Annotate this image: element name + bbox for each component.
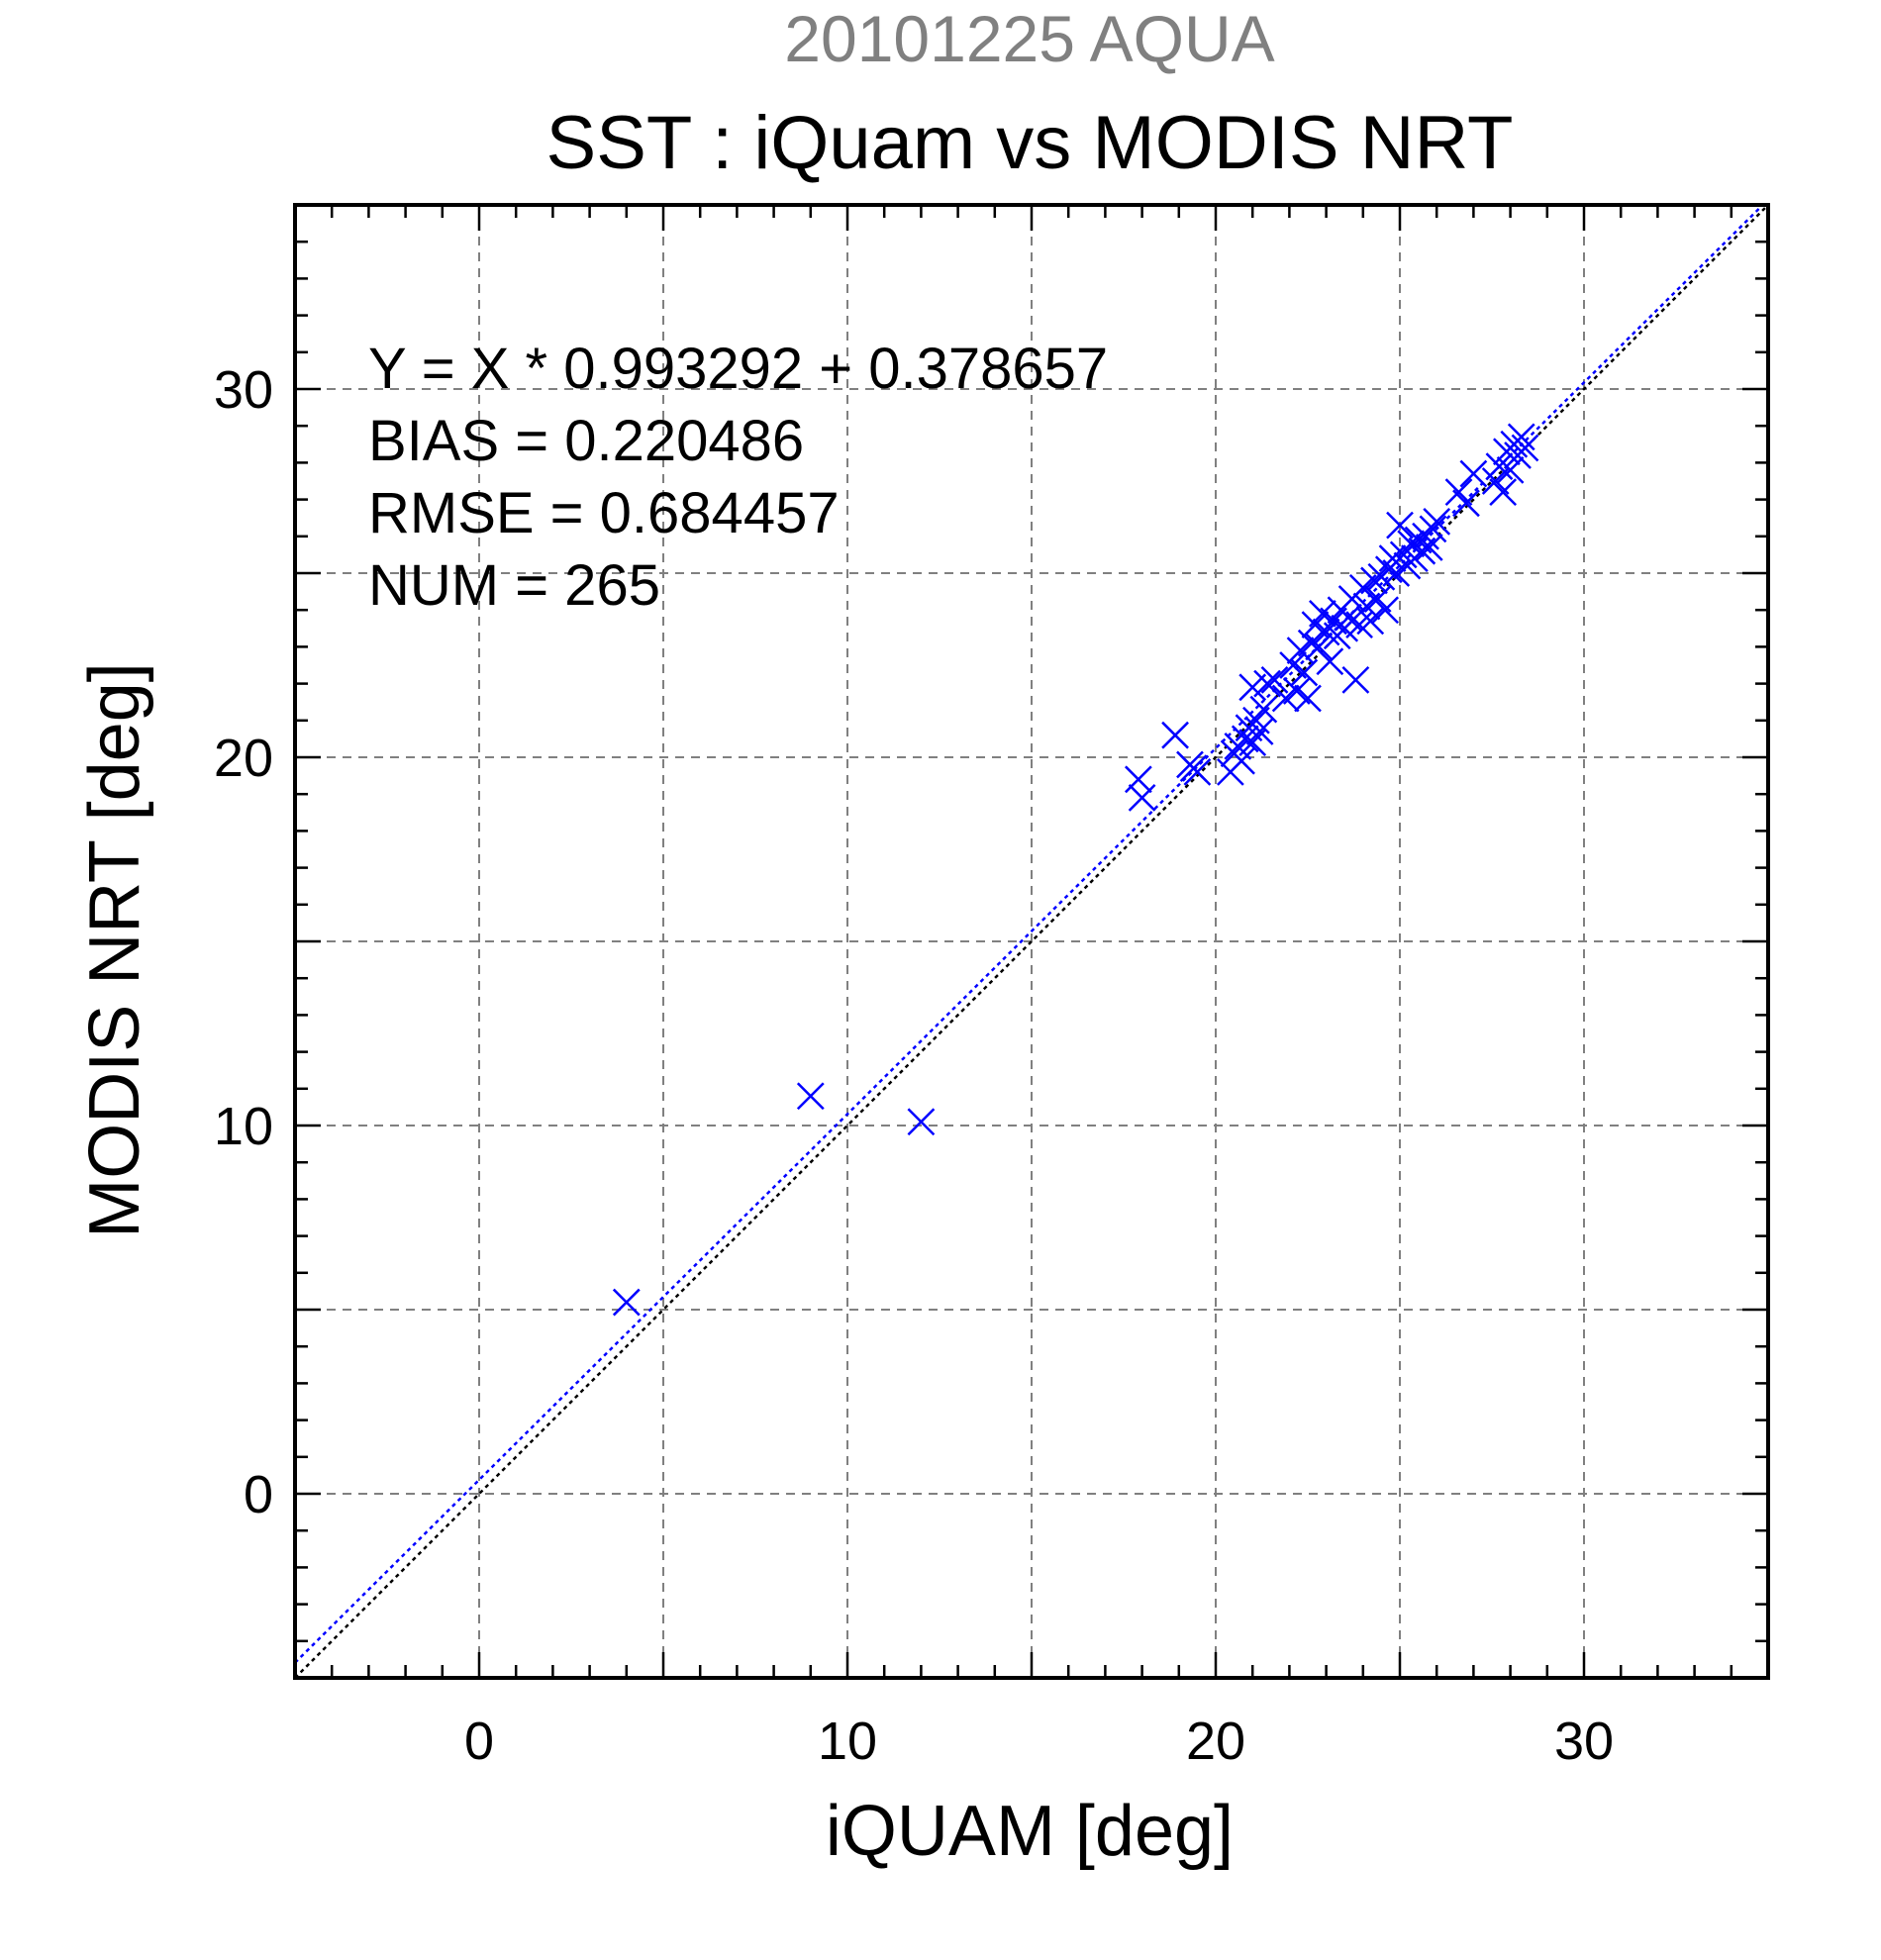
y-tick-label: 0 bbox=[244, 1465, 273, 1524]
data-point-stroke bbox=[1415, 534, 1443, 561]
data-point bbox=[1459, 459, 1488, 488]
data-point-stroke bbox=[1231, 725, 1259, 753]
data-point-stroke bbox=[1485, 452, 1514, 481]
x-tick-label: 10 bbox=[818, 1712, 877, 1771]
data-point bbox=[1294, 684, 1322, 713]
data-point bbox=[1489, 478, 1518, 507]
data-point-stroke bbox=[1161, 721, 1189, 749]
data-point-stroke bbox=[1419, 515, 1447, 543]
data-point-stroke bbox=[1260, 665, 1289, 694]
data-point-stroke bbox=[1423, 508, 1451, 536]
y-tick-label: 10 bbox=[214, 1097, 273, 1156]
data-point bbox=[1128, 784, 1156, 812]
data-point bbox=[1316, 647, 1344, 676]
data-point-stroke bbox=[1228, 746, 1255, 775]
data-point-stroke bbox=[1128, 784, 1156, 812]
data-point bbox=[1452, 489, 1480, 518]
data-point-stroke bbox=[1308, 600, 1336, 628]
data-point bbox=[1228, 746, 1255, 775]
data-point bbox=[1124, 765, 1152, 794]
data-point bbox=[1245, 718, 1274, 745]
data-point-stroke bbox=[1496, 455, 1525, 484]
data-point-stroke bbox=[1371, 596, 1400, 625]
data-point bbox=[1511, 434, 1539, 462]
data-point bbox=[1253, 669, 1281, 698]
data-point-stroke bbox=[1249, 695, 1278, 724]
data-point bbox=[1290, 658, 1319, 687]
data-point bbox=[1183, 757, 1212, 786]
data-point-stroke bbox=[1341, 665, 1370, 694]
data-point-stroke bbox=[1386, 511, 1414, 539]
data-point-stroke bbox=[1459, 459, 1488, 488]
data-point bbox=[1260, 665, 1289, 694]
data-point-stroke bbox=[1356, 607, 1385, 636]
stat-line: NUM = 265 bbox=[368, 553, 660, 618]
data-point-stroke bbox=[1183, 757, 1212, 786]
top-title: 20101225 AQUA bbox=[784, 2, 1274, 75]
data-point-stroke bbox=[1290, 658, 1319, 687]
data-point-stroke bbox=[1245, 718, 1274, 745]
tick-labels: 0 10 20 30 0 10 20 30 bbox=[214, 360, 1614, 1771]
data-point bbox=[1496, 455, 1525, 484]
data-point-stroke bbox=[1335, 603, 1362, 632]
data-point bbox=[1345, 611, 1373, 638]
stat-line: BIAS = 0.220486 bbox=[368, 409, 804, 473]
data-point-stroke bbox=[612, 1288, 641, 1317]
stat-line: Y = X * 0.993292 + 0.378657 bbox=[368, 337, 1108, 401]
data-point bbox=[612, 1288, 641, 1317]
data-point bbox=[907, 1108, 936, 1136]
stats-annotation: Y = X * 0.993292 + 0.378657 BIAS = 0.2204… bbox=[368, 337, 1108, 618]
data-point-stroke bbox=[1316, 647, 1344, 676]
data-point-stroke bbox=[1452, 489, 1480, 518]
x-tick-label: 20 bbox=[1186, 1712, 1245, 1771]
x-axis-label: iQUAM [deg] bbox=[826, 1792, 1234, 1871]
data-point bbox=[1356, 607, 1385, 636]
data-point-stroke bbox=[1294, 684, 1322, 713]
data-point-stroke bbox=[1378, 544, 1407, 573]
data-point-stroke bbox=[1363, 585, 1392, 613]
data-point-stroke bbox=[1511, 434, 1539, 462]
data-point bbox=[1161, 721, 1189, 749]
stat-line: RMSE = 0.684457 bbox=[368, 481, 840, 545]
data-point bbox=[1341, 665, 1370, 694]
data-points bbox=[612, 423, 1539, 1317]
data-point-stroke bbox=[1282, 677, 1311, 705]
data-point-stroke bbox=[796, 1082, 825, 1111]
data-point bbox=[1371, 596, 1400, 625]
fit-line bbox=[295, 205, 1765, 1664]
data-point bbox=[1360, 566, 1388, 595]
data-point-stroke bbox=[1253, 669, 1281, 698]
data-point-stroke bbox=[1507, 423, 1535, 451]
data-point bbox=[1249, 695, 1278, 724]
plot-frame bbox=[293, 203, 1770, 1680]
data-point bbox=[1485, 452, 1514, 481]
data-point-stroke bbox=[1489, 478, 1518, 507]
data-point bbox=[1419, 515, 1447, 543]
chart-title: SST : iQuam vs MODIS NRT bbox=[546, 101, 1514, 185]
y-tick-label: 20 bbox=[214, 729, 273, 788]
data-point-stroke bbox=[1345, 611, 1373, 638]
data-point-stroke bbox=[1297, 629, 1326, 657]
data-point-stroke bbox=[1444, 478, 1473, 507]
data-point bbox=[1386, 511, 1414, 539]
data-point bbox=[1231, 725, 1259, 753]
data-point-stroke bbox=[1305, 633, 1334, 661]
data-point-stroke bbox=[1124, 765, 1152, 794]
data-point bbox=[1305, 633, 1334, 661]
y-tick-label: 30 bbox=[214, 360, 273, 420]
data-point-stroke bbox=[1360, 566, 1388, 595]
grid bbox=[295, 205, 1768, 1678]
data-point-stroke bbox=[1279, 651, 1308, 679]
data-point bbox=[796, 1082, 825, 1111]
x-tick-label: 0 bbox=[464, 1712, 494, 1771]
data-point bbox=[1415, 534, 1443, 561]
data-point bbox=[1423, 508, 1451, 536]
x-tick-label: 30 bbox=[1554, 1712, 1614, 1771]
data-point-stroke bbox=[907, 1108, 936, 1136]
data-point bbox=[1507, 423, 1535, 451]
data-point-stroke bbox=[1397, 530, 1426, 558]
y-axis-label: MODIS NRT [deg] bbox=[75, 662, 154, 1238]
